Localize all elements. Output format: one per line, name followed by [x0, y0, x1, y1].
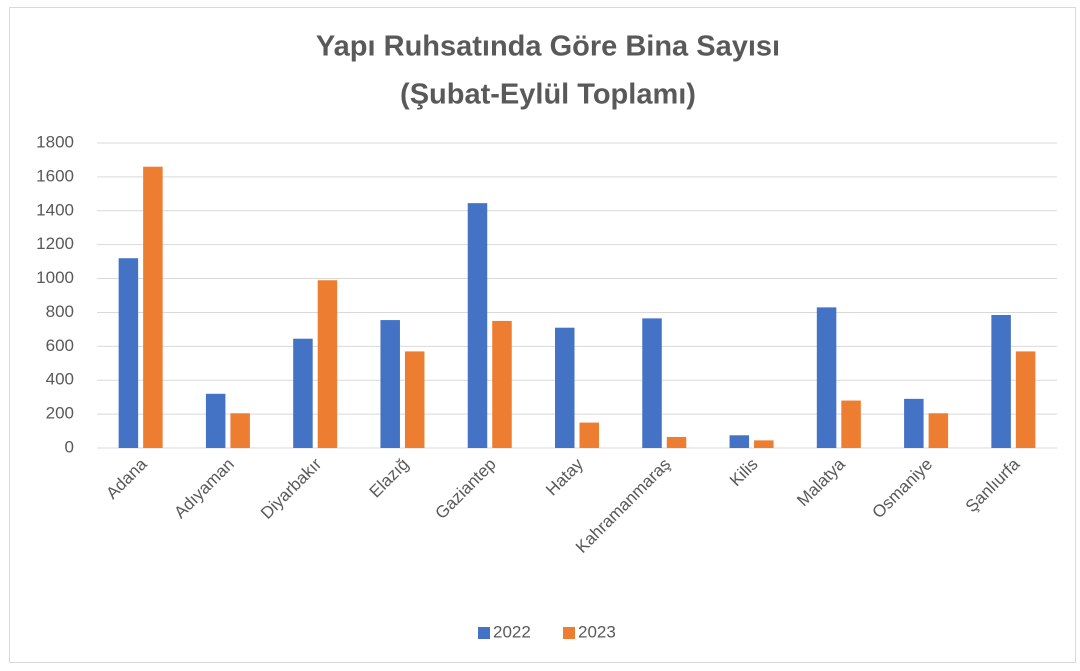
bar — [816, 307, 837, 448]
bar — [928, 413, 949, 448]
bar — [579, 422, 599, 448]
bar — [467, 203, 488, 448]
y-tick-label: 1200 — [36, 234, 74, 253]
y-tick-label: 600 — [46, 336, 74, 355]
bar — [642, 318, 662, 448]
y-tick-label: 1800 — [36, 132, 74, 151]
bar — [317, 280, 338, 448]
bar — [1015, 351, 1036, 448]
bar — [205, 393, 226, 448]
bar — [841, 400, 861, 448]
y-tick-label: 200 — [46, 404, 74, 423]
y-tick-label: 400 — [46, 370, 74, 389]
y-tick-label: 1400 — [36, 200, 74, 219]
y-tick-label: 1000 — [36, 268, 74, 287]
bar — [904, 398, 924, 448]
bar — [754, 440, 774, 448]
legend-swatch — [563, 627, 575, 639]
bar — [729, 435, 750, 448]
bar — [666, 436, 687, 448]
bar — [293, 338, 313, 448]
legend-label: 2023 — [578, 622, 616, 641]
bar — [991, 314, 1011, 448]
legend-label: 2022 — [493, 622, 531, 641]
chart-title: (Şubat-Eylül Toplamı) — [400, 79, 696, 111]
y-tick-label: 0 — [65, 437, 74, 456]
y-tick-label: 800 — [46, 302, 74, 321]
y-tick-label: 1600 — [36, 166, 74, 185]
chart-title: Yapı Ruhsatında Göre Bina Sayısı — [316, 31, 780, 63]
bar — [143, 166, 163, 448]
bar — [404, 351, 425, 448]
bar — [230, 413, 250, 448]
bar — [555, 327, 575, 448]
legend-swatch — [478, 627, 490, 639]
bar — [380, 320, 400, 448]
bar — [118, 258, 139, 448]
bar — [492, 320, 512, 448]
chart-frame — [9, 7, 1076, 663]
